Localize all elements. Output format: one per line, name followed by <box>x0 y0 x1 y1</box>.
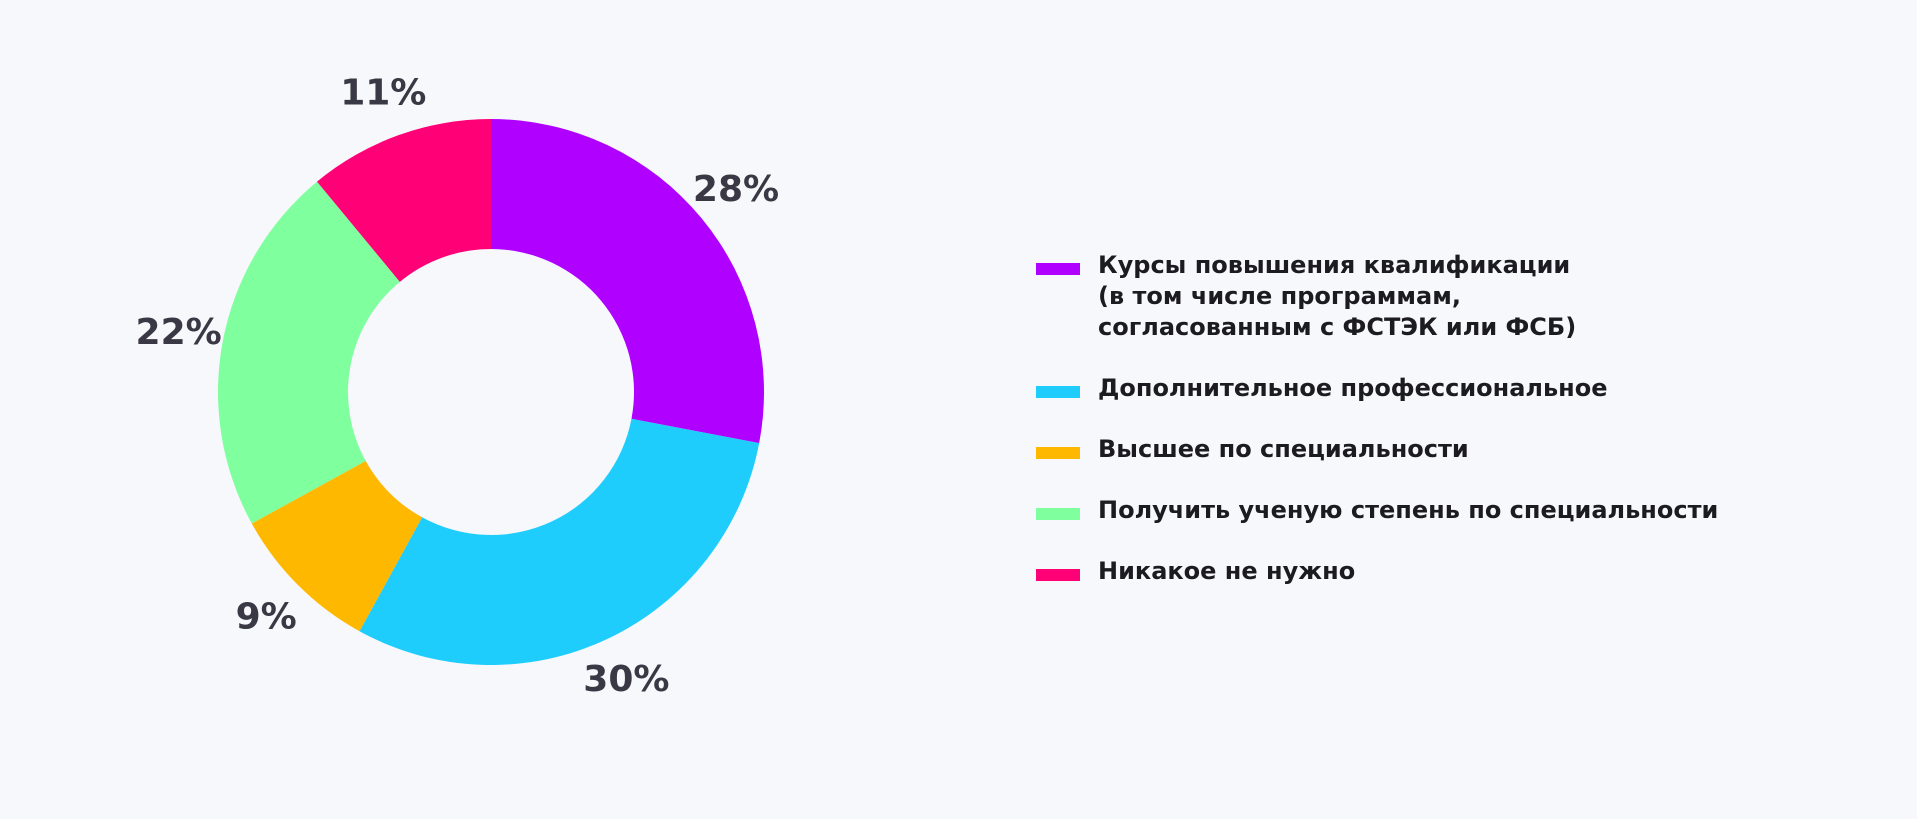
legend-label-none-needed: Никакое не нужно <box>1098 557 1356 585</box>
data-label-higher-education: 9% <box>236 596 297 637</box>
legend-swatch-higher-education <box>1036 447 1080 459</box>
legend-item-higher-education[interactable]: Высшее по специальности <box>1036 434 1856 465</box>
legend-item-academic-degree[interactable]: Получить ученую степень по специальности <box>1036 495 1856 526</box>
legend-swatch-academic-degree <box>1036 508 1080 520</box>
donut-slice-additional-professional[interactable] <box>359 418 760 665</box>
donut-slice-academic-degree[interactable] <box>218 181 400 524</box>
donut-slice-courses[interactable] <box>491 119 765 444</box>
data-label-courses: 28% <box>693 169 779 210</box>
legend-swatch-none-needed <box>1036 569 1080 581</box>
legend-label-courses: Курсы повышения квалификации (в том числ… <box>1098 251 1577 341</box>
legend-label-academic-degree: Получить ученую степень по специальности <box>1098 496 1719 524</box>
data-label-academic-degree: 22% <box>136 312 222 353</box>
legend-label-additional-professional: Дополнительное профессиональное <box>1098 374 1608 402</box>
legend-swatch-additional-professional <box>1036 386 1080 398</box>
legend-item-additional-professional[interactable]: Дополнительное профессиональное <box>1036 373 1856 404</box>
legend-item-none-needed[interactable]: Никакое не нужно <box>1036 556 1856 587</box>
legend-swatch-courses <box>1036 263 1080 275</box>
data-label-none-needed: 11% <box>340 72 426 113</box>
donut-slice-higher-education[interactable] <box>251 460 423 632</box>
data-label-additional-professional: 30% <box>583 659 669 700</box>
legend-item-courses[interactable]: Курсы повышения квалификации (в том числ… <box>1036 250 1856 343</box>
legend: Курсы повышения квалификации (в том числ… <box>1036 250 1856 617</box>
legend-label-higher-education: Высшее по специальности <box>1098 435 1469 463</box>
donut-slice-none-needed[interactable] <box>316 119 491 282</box>
